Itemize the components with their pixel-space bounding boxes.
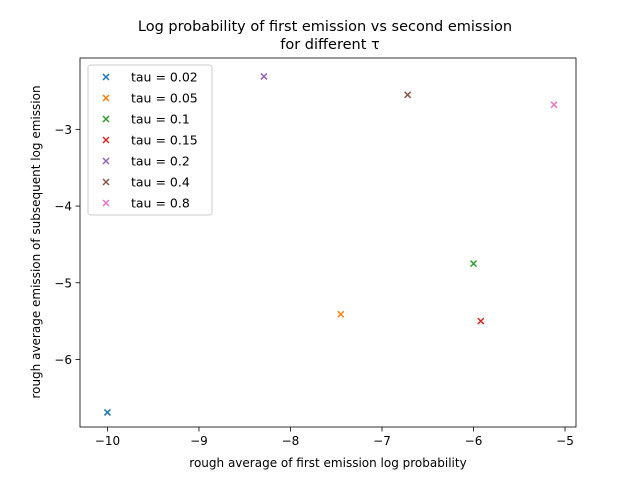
legend-box xyxy=(87,64,213,216)
legend-item: tau = 0.02 xyxy=(102,70,198,85)
legend-item: tau = 0.8 xyxy=(102,196,190,211)
y-tick-label: −6 xyxy=(54,353,72,367)
x-axis-label: rough average of first emission log prob… xyxy=(189,456,466,470)
legend-label: tau = 0.15 xyxy=(131,133,198,148)
legend-marker xyxy=(102,178,110,186)
x-tick-label: −7 xyxy=(373,434,391,448)
data-point-stroke xyxy=(404,91,412,99)
y-tick-label: −4 xyxy=(54,200,72,214)
data-point-stroke xyxy=(477,317,485,325)
y-tick-label: −3 xyxy=(54,123,72,137)
legend-item: tau = 0.2 xyxy=(102,154,190,169)
data-point-stroke xyxy=(469,260,478,268)
x-tick-label: −5 xyxy=(556,434,574,448)
data-point-tau-0-15 xyxy=(477,317,485,325)
data-point-tau-0-1 xyxy=(469,260,478,268)
x-tick-label: −6 xyxy=(465,434,483,448)
data-point-tau-0-05 xyxy=(337,310,345,318)
legend-label: tau = 0.05 xyxy=(131,91,198,106)
legend-marker xyxy=(102,199,110,207)
data-point-stroke xyxy=(103,408,111,416)
y-tick-label: −5 xyxy=(54,276,72,290)
data-point-stroke xyxy=(260,72,268,80)
x-tick-label: −8 xyxy=(282,434,300,448)
legend-marker xyxy=(102,73,110,81)
legend-item: tau = 0.1 xyxy=(102,112,190,127)
data-point-tau-0-4 xyxy=(404,91,412,99)
legend-item: tau = 0.15 xyxy=(102,133,198,148)
legend-label: tau = 0.4 xyxy=(131,175,190,190)
data-point-tau-0-2 xyxy=(260,72,268,80)
legend-marker xyxy=(102,136,110,144)
x-tick-label: −10 xyxy=(95,434,120,448)
legend-label: tau = 0.02 xyxy=(131,70,198,85)
x-tick-label: −9 xyxy=(190,434,208,448)
legend-marker xyxy=(102,157,110,165)
legend-label: tau = 0.1 xyxy=(131,112,190,127)
legend-label: tau = 0.8 xyxy=(131,196,190,211)
legend-item: tau = 0.4 xyxy=(102,175,190,190)
legend: tau = 0.02 tau = 0.05 tau = 0.1 tau = 0.15 t… xyxy=(87,64,213,216)
chart-title-line2: for different τ xyxy=(280,37,380,53)
plot-frame xyxy=(79,57,577,428)
data-point-stroke xyxy=(337,310,345,318)
data-point-stroke xyxy=(550,101,558,109)
y-axis-label: rough average emission of subsequent log… xyxy=(29,85,43,398)
legend-marker xyxy=(102,115,110,123)
data-point-tau-0-02 xyxy=(103,408,111,416)
chart-title-line1: Log probability of first emission vs sec… xyxy=(138,19,512,35)
legend-item: tau = 0.05 xyxy=(102,91,198,106)
legend-label: tau = 0.2 xyxy=(131,154,190,169)
legend-marker xyxy=(102,94,110,102)
data-point-tau-0-8 xyxy=(550,101,558,109)
